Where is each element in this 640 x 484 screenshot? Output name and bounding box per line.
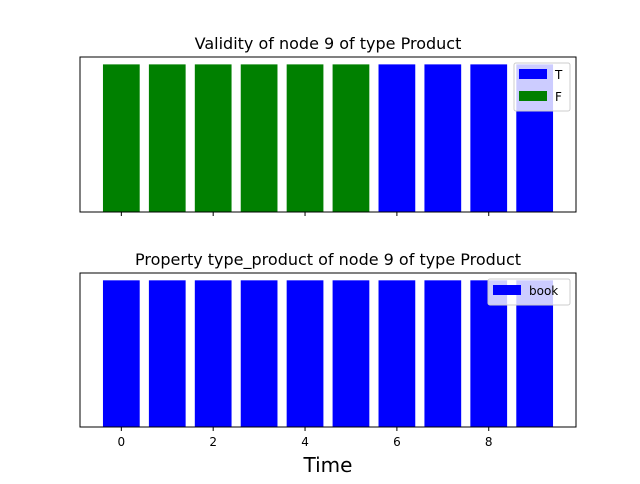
x-tick-label: 2 xyxy=(209,435,217,449)
bar xyxy=(194,64,232,212)
bar xyxy=(240,64,278,212)
x-tick-label: 6 xyxy=(393,435,401,449)
x-ticks xyxy=(120,212,490,216)
bar xyxy=(102,64,140,212)
bar xyxy=(332,280,370,427)
bar xyxy=(148,280,186,427)
bar xyxy=(470,64,508,212)
legend: book xyxy=(487,278,571,306)
legend: TF xyxy=(513,62,571,112)
bar xyxy=(240,280,278,427)
legend-label: book xyxy=(529,284,558,298)
x-ticks: 0 2 4 6 8 xyxy=(118,427,493,449)
x-tick-label: 8 xyxy=(485,435,493,449)
legend-label: T xyxy=(554,68,563,82)
bar xyxy=(194,280,232,427)
subplot-validity: Validity of node 9 of type Product TF xyxy=(79,34,577,216)
bar xyxy=(286,280,324,427)
subplot-title: Validity of node 9 of type Product xyxy=(195,34,462,53)
bars-group xyxy=(102,64,554,212)
x-axis-label: Time xyxy=(303,453,353,477)
legend-swatch xyxy=(493,285,521,295)
subplot-type-product: Property type_product of node 9 of type … xyxy=(79,250,577,449)
legend-swatch xyxy=(519,91,547,101)
axes-frame xyxy=(79,272,577,428)
bar xyxy=(424,280,462,427)
legend-label: F xyxy=(555,90,562,104)
x-tick-label: 4 xyxy=(301,435,309,449)
legend-swatch xyxy=(519,69,547,79)
bars-group xyxy=(102,280,554,427)
axes-frame xyxy=(79,56,577,213)
subplot-title: Property type_product of node 9 of type … xyxy=(135,250,521,270)
x-tick-label: 0 xyxy=(118,435,126,449)
bar xyxy=(148,64,186,212)
bar xyxy=(378,280,416,427)
bar xyxy=(378,64,416,212)
bar xyxy=(286,64,324,212)
bar xyxy=(332,64,370,212)
bar xyxy=(424,64,462,212)
bar xyxy=(102,280,140,427)
